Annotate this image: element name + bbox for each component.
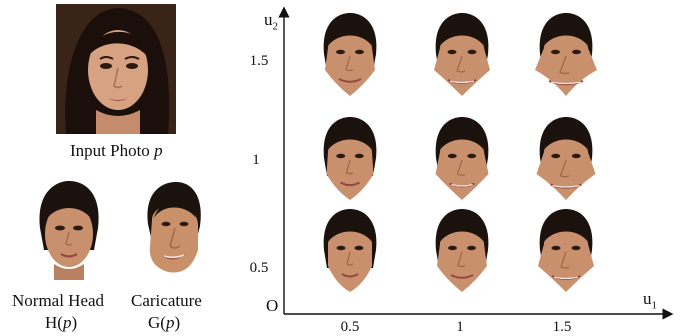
grid-head-r3-c1 [323,209,377,292]
grid-head-r2-c2 [435,117,489,200]
y-axis-var: u [264,10,273,29]
y-tick-label: 0.5 [249,260,269,276]
grid-head-r1-c2 [434,13,490,96]
x-tick-label: 1 [456,319,464,335]
x-tick-label: 1.5 [552,319,572,335]
grid-head-r2-c3 [536,117,596,200]
x-axis-var: u [643,289,652,308]
y-tick-label: 1.5 [249,53,269,69]
grid-head-r2-c1 [323,117,377,200]
formula-end: ) [71,313,78,332]
x-tick-label: 0.5 [340,319,360,335]
y-tick-label: 1 [252,152,260,168]
y-axis-label: u2 [264,10,278,36]
input-photo [56,4,176,134]
grid-head-r3-c3 [538,209,594,292]
caricature-formula: G(p) [148,313,180,333]
caricature-head-render [147,182,201,273]
x-axis-label: u1 [643,289,657,315]
caricature-title: Caricature [131,291,202,310]
grid-head-r1-c3 [535,13,597,96]
y-axis-subscript: 2 [272,20,279,33]
formula-variable: p [165,313,175,332]
grid-head-r3-c2 [435,209,489,292]
formula-end: ) [174,313,181,332]
x-axis-subscript: 1 [651,299,658,312]
grid-head-r1-c1 [323,13,377,96]
formula-fn: H( [45,313,63,332]
caption-text: Input Photo [70,141,150,160]
origin-label: O [266,296,279,315]
normal-head-title: Normal Head [12,291,105,310]
formula-variable: p [62,313,72,332]
normal-head-render [39,181,99,280]
normal-head-formula: H(p) [45,313,77,333]
caption-variable: p [154,141,163,160]
formula-fn: G( [148,313,166,332]
input-photo-caption: Input Photo p [70,141,163,161]
input-photo-portrait [56,4,176,134]
